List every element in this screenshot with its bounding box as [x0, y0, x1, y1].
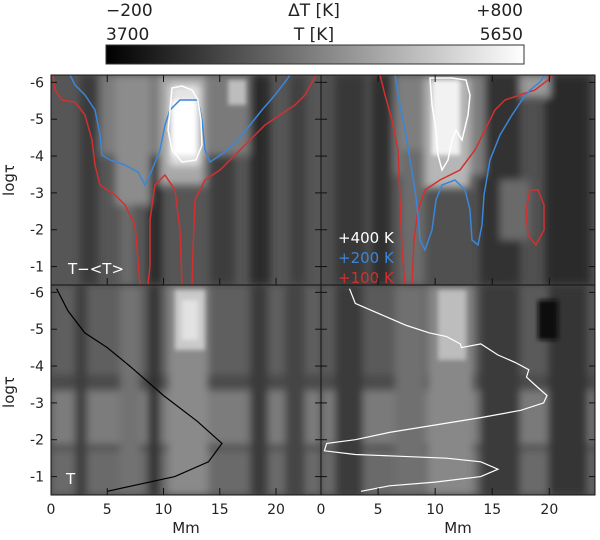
- x-tick-label: 20: [540, 502, 558, 518]
- contour-200-tr: [394, 75, 546, 252]
- colorbar-delta-max: +800: [476, 1, 523, 21]
- colorbar-delta-min: −200: [106, 1, 153, 21]
- y-tick-label: -2: [30, 433, 44, 449]
- panel-label-temp: T: [65, 470, 76, 488]
- x-tick-label: 10: [426, 502, 444, 518]
- profile-line-bottom-left: [56, 288, 223, 492]
- colorbar: −200 ΔT [K] +800 3700 T [K] 5650: [105, 1, 525, 65]
- y-tick-label: -6: [30, 75, 44, 91]
- contour-200-tl: [69, 75, 291, 187]
- y-tick-label: -6: [30, 285, 44, 301]
- colorbar-temp-max: 5650: [480, 25, 523, 45]
- y-ticks-bottom: -6 -5 -4 -3 -2 -1: [30, 285, 595, 486]
- y-tick-label: -3: [30, 396, 44, 412]
- x-tick-label: 0: [47, 502, 56, 518]
- y-tick-label: -5: [30, 112, 44, 128]
- contour-100-tr: [379, 75, 553, 285]
- ylabel-top: logτ: [0, 164, 18, 196]
- x-ticks-left: 0 5 10 15 20: [47, 75, 285, 518]
- contour-400-tl: [167, 85, 203, 163]
- y-tick-label: -1: [30, 260, 44, 276]
- xlabel-left: Mm: [172, 519, 200, 537]
- y-tick-label: -2: [30, 223, 44, 239]
- y-tick-label: -3: [30, 186, 44, 202]
- contours-top-left: [52, 75, 317, 285]
- panel-top-left: [51, 75, 321, 285]
- x-tick-label: 15: [211, 502, 229, 518]
- colorbar-temp-min: 3700: [106, 25, 149, 45]
- panel-bottom-left: [51, 285, 321, 495]
- x-tick-label: 10: [155, 502, 173, 518]
- x-tick-label: 20: [267, 502, 285, 518]
- colorbar-delta-label: ΔT [K]: [288, 1, 340, 21]
- contour-400-tr: [429, 77, 471, 172]
- colorbar-gradient: [105, 44, 525, 65]
- y-tick-label: -1: [30, 470, 44, 486]
- contour-legend: +400 K +200 K +100 K: [338, 229, 395, 287]
- ylabel-bottom: logτ: [0, 376, 18, 408]
- y-tick-label: -4: [30, 149, 44, 165]
- xlabel-right: Mm: [444, 519, 472, 537]
- panel-top-right: [321, 75, 595, 285]
- contours-top-right: [379, 75, 553, 285]
- x-tick-label: 5: [374, 502, 383, 518]
- y-ticks-top: -6 -5 -4 -3 -2 -1: [30, 75, 595, 276]
- profile-line-bottom-right: [323, 288, 548, 492]
- legend-entry-400k: +400 K: [338, 229, 395, 247]
- panel-bottom-right: [321, 285, 595, 495]
- y-tick-label: -4: [30, 359, 44, 375]
- y-tick-label: -5: [30, 322, 44, 338]
- x-tick-label: 5: [103, 502, 112, 518]
- colorbar-temp-label: T [K]: [293, 25, 334, 45]
- x-tick-label: 0: [317, 502, 326, 518]
- legend-entry-200k: +200 K: [338, 249, 395, 267]
- contour-100-tl: [52, 75, 317, 285]
- contour-100-tr-island: [525, 189, 545, 247]
- x-tick-label: 15: [483, 502, 501, 518]
- x-ticks-right: 0 5 10 15 20: [317, 75, 558, 518]
- panel-label-delta: T−<T>: [67, 260, 124, 278]
- legend-entry-100k: +100 K: [338, 269, 395, 287]
